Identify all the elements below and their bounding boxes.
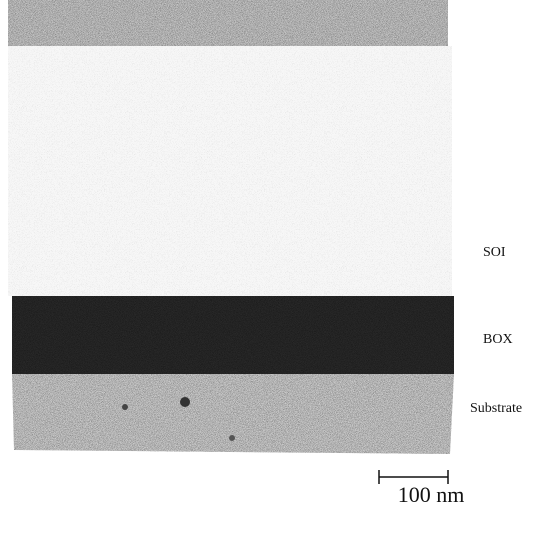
- defect: [180, 397, 190, 407]
- layer-label: Substrate: [470, 401, 522, 416]
- substrate-grain: [12, 374, 454, 454]
- defect: [122, 404, 128, 410]
- box-grain: [12, 296, 454, 374]
- cap-grain: [8, 0, 448, 46]
- layer-label: BOX: [483, 332, 513, 347]
- soi-grain: [8, 46, 452, 296]
- defect: [229, 435, 235, 441]
- layer-label: SOI: [483, 245, 506, 260]
- figure: SOI BOX Substrate 100 nm: [0, 0, 558, 539]
- micrograph: [8, 0, 454, 454]
- scale-bar-label: 100 nm: [398, 482, 465, 507]
- scale-bar: 100 nm: [379, 470, 464, 507]
